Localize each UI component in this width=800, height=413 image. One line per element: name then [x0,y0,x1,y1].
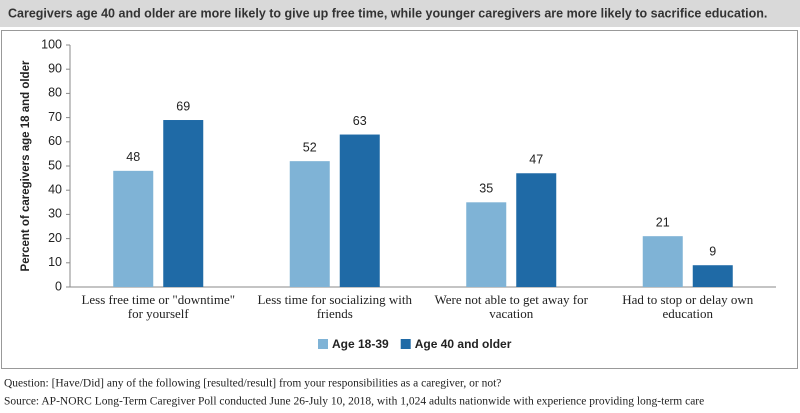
bar [163,120,204,288]
note: Source: AP-NORC Long-Term Caregiver Poll… [4,396,704,408]
legend-swatch [318,339,328,349]
x-tick-label: Less free time or "downtime" for yourself [81,292,235,321]
data-label: 9 [709,245,716,259]
data-label: 69 [176,99,190,113]
y-tick-label: 50 [48,158,62,172]
y-tick-label: 10 [48,255,62,269]
legend-label: Age 18-39 [332,337,389,351]
data-label: 35 [479,182,493,196]
note: Question: [Have/Did] any of the followin… [4,378,501,390]
y-tick-label: 100 [41,37,62,51]
title-band [0,0,800,27]
data-label: 48 [126,150,140,164]
y-tick-label: 30 [48,207,62,221]
y-tick-label: 20 [48,231,62,245]
data-label: 52 [303,140,317,154]
chart-frame [1,30,798,369]
x-tick-label: Less time for socializing with friends [257,292,412,321]
bar [339,134,380,287]
chart-title: Caregivers age 40 and older are more lik… [8,6,767,20]
bar [289,161,330,287]
y-tick-label: 0 [55,279,62,293]
bar [642,236,683,287]
data-label: 63 [353,114,367,128]
bar [113,170,154,287]
bar [516,173,557,287]
legend-label: Age 40 and older [415,337,512,351]
bar [692,265,733,287]
y-tick-label: 80 [48,86,62,100]
legend-swatch [400,339,411,349]
y-tick-label: 90 [48,61,62,75]
y-tick-label: 70 [48,110,62,124]
x-tick-label: Were not able to get away for vacation [435,292,589,321]
bar [466,202,507,287]
y-tick-label: 40 [48,182,62,196]
data-label: 21 [656,215,670,229]
y-tick-label: 60 [48,134,62,148]
data-label: 47 [529,153,543,167]
y-axis-label: Percent of caregivers age 18 and older [20,60,32,271]
x-tick-label: Had to stop or delay own education [622,292,754,321]
